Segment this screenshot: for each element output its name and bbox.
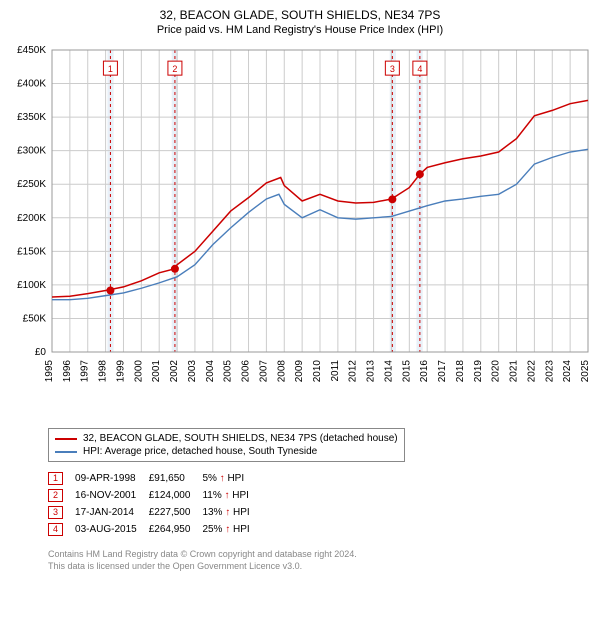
- svg-text:3: 3: [390, 64, 395, 74]
- event-badge: 4: [48, 523, 63, 536]
- event-row: 4 03-AUG-2015£264,95025% ↑ HPI: [48, 521, 262, 538]
- svg-text:2021: 2021: [509, 360, 520, 383]
- svg-text:2023: 2023: [544, 360, 555, 383]
- event-price: £124,000: [149, 487, 203, 504]
- up-arrow-icon: ↑: [220, 473, 225, 484]
- event-price: £227,500: [149, 504, 203, 521]
- svg-text:2008: 2008: [276, 360, 287, 383]
- page-title: 32, BEACON GLADE, SOUTH SHIELDS, NE34 7P…: [8, 8, 592, 22]
- up-arrow-icon: ↑: [225, 507, 230, 518]
- event-badge: 1: [48, 472, 63, 485]
- svg-text:2001: 2001: [151, 360, 162, 383]
- legend-swatch: [55, 451, 77, 453]
- svg-text:2019: 2019: [473, 360, 484, 383]
- footer-line-2: This data is licensed under the Open Gov…: [48, 560, 592, 572]
- line-chart: £0 £50K £100K £150K £200K £250K £300K £350K £400…: [8, 42, 592, 422]
- svg-text:2010: 2010: [312, 360, 323, 383]
- svg-text:£450K: £450K: [17, 45, 46, 56]
- event-badge: 3: [48, 506, 63, 519]
- event-row: 2 16-NOV-2001£124,00011% ↑ HPI: [48, 487, 262, 504]
- svg-text:4: 4: [417, 64, 422, 74]
- svg-text:1997: 1997: [80, 360, 91, 383]
- svg-text:1999: 1999: [115, 360, 126, 383]
- svg-text:2005: 2005: [223, 360, 234, 383]
- svg-text:2020: 2020: [491, 360, 502, 383]
- event-price: £264,950: [149, 521, 203, 538]
- svg-text:1996: 1996: [62, 360, 73, 383]
- svg-text:2006: 2006: [241, 360, 252, 383]
- event-delta: 5% ↑ HPI: [202, 470, 261, 487]
- event-delta: 25% ↑ HPI: [202, 521, 261, 538]
- legend-item: 32, BEACON GLADE, SOUTH SHIELDS, NE34 7P…: [55, 432, 398, 445]
- svg-text:2022: 2022: [526, 360, 537, 383]
- svg-text:2004: 2004: [205, 360, 216, 383]
- svg-text:1998: 1998: [98, 360, 109, 383]
- svg-text:2011: 2011: [330, 360, 341, 382]
- svg-text:£50K: £50K: [23, 313, 47, 324]
- event-date: 17-JAN-2014: [75, 504, 149, 521]
- svg-text:2016: 2016: [419, 360, 430, 383]
- event-badge: 2: [48, 489, 63, 502]
- svg-text:2000: 2000: [133, 360, 144, 383]
- svg-text:2017: 2017: [437, 360, 448, 383]
- footer-line-1: Contains HM Land Registry data © Crown c…: [48, 548, 592, 560]
- legend-label: HPI: Average price, detached house, Sout…: [83, 446, 317, 457]
- event-date: 09-APR-1998: [75, 470, 149, 487]
- svg-text:2003: 2003: [187, 360, 198, 383]
- svg-text:2025: 2025: [580, 360, 591, 383]
- svg-text:£250K: £250K: [17, 179, 46, 190]
- event-price: £91,650: [149, 470, 203, 487]
- svg-text:£400K: £400K: [17, 79, 46, 90]
- svg-text:1995: 1995: [44, 360, 55, 383]
- svg-text:2007: 2007: [258, 360, 269, 383]
- svg-text:1: 1: [108, 64, 113, 74]
- event-date: 03-AUG-2015: [75, 521, 149, 538]
- event-delta: 11% ↑ HPI: [202, 487, 261, 504]
- event-delta: 13% ↑ HPI: [202, 504, 261, 521]
- svg-text:£350K: £350K: [17, 112, 46, 123]
- legend: 32, BEACON GLADE, SOUTH SHIELDS, NE34 7P…: [48, 428, 405, 462]
- svg-text:2014: 2014: [383, 360, 394, 383]
- legend-swatch: [55, 438, 77, 440]
- svg-text:£200K: £200K: [17, 213, 46, 224]
- svg-text:2018: 2018: [455, 360, 466, 383]
- event-date: 16-NOV-2001: [75, 487, 149, 504]
- up-arrow-icon: ↑: [225, 524, 230, 535]
- legend-item: HPI: Average price, detached house, Sout…: [55, 445, 398, 458]
- events-table: 1 09-APR-1998£91,6505% ↑ HPI 2 16-NOV-2001£…: [48, 470, 592, 538]
- svg-text:2009: 2009: [294, 360, 305, 383]
- chart-area: £0 £50K £100K £150K £200K £250K £300K £350K £400…: [8, 42, 592, 422]
- event-row: 3 17-JAN-2014£227,50013% ↑ HPI: [48, 504, 262, 521]
- svg-text:2012: 2012: [348, 360, 359, 383]
- svg-text:£150K: £150K: [17, 246, 46, 257]
- svg-text:£300K: £300K: [17, 146, 46, 157]
- svg-text:£100K: £100K: [17, 280, 46, 291]
- svg-text:£0: £0: [35, 347, 47, 358]
- svg-text:2015: 2015: [401, 360, 412, 383]
- footer-attribution: Contains HM Land Registry data © Crown c…: [48, 548, 592, 572]
- up-arrow-icon: ↑: [225, 490, 230, 501]
- svg-text:2013: 2013: [366, 360, 377, 383]
- event-row: 1 09-APR-1998£91,6505% ↑ HPI: [48, 470, 262, 487]
- svg-text:2002: 2002: [169, 360, 180, 383]
- svg-text:2024: 2024: [562, 360, 573, 383]
- svg-text:2: 2: [172, 64, 177, 74]
- page-subtitle: Price paid vs. HM Land Registry's House …: [8, 24, 592, 36]
- legend-label: 32, BEACON GLADE, SOUTH SHIELDS, NE34 7P…: [83, 433, 398, 444]
